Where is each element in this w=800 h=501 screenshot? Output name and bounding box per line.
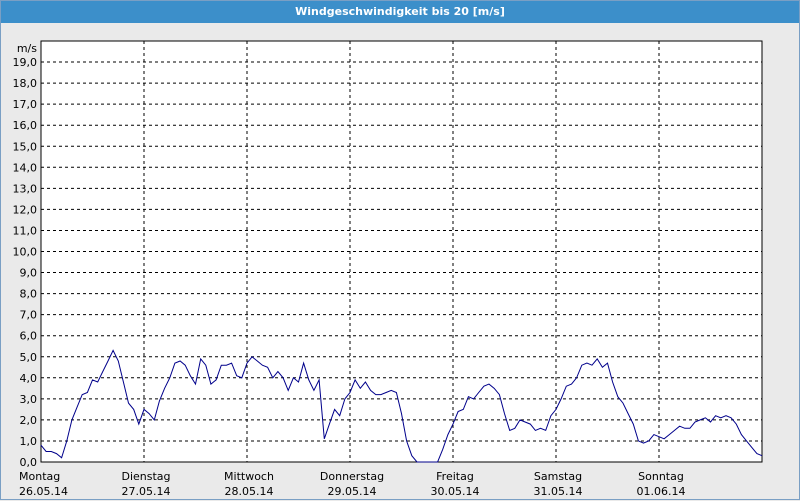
y-tick-label: 0,0 xyxy=(20,456,38,469)
x-tick-date: 31.05.14 xyxy=(534,485,583,498)
x-tick-date: 26.05.14 xyxy=(19,485,68,498)
y-tick-label: 8,0 xyxy=(20,288,38,301)
y-tick-label: 15,0 xyxy=(13,140,38,153)
y-tick-label: 1,0 xyxy=(20,435,38,448)
y-tick-label: 9,0 xyxy=(20,267,38,280)
x-tick-date: 28.05.14 xyxy=(225,485,274,498)
x-tick-day: Donnerstag xyxy=(320,470,384,483)
x-tick-date: 30.05.14 xyxy=(431,485,480,498)
y-tick-label: 2,0 xyxy=(20,414,38,427)
y-axis-unit-label: m/s xyxy=(17,42,37,55)
x-tick-date: 29.05.14 xyxy=(328,485,377,498)
y-axis: 0,0 1,0 2,0 3,0 4,0 5,0 6,0 7,0 8,0 9,0 10,0 11,0 12… xyxy=(13,56,38,469)
y-tick-label: 11,0 xyxy=(13,224,38,237)
y-tick-label: 19,0 xyxy=(13,56,38,69)
y-tick-label: 6,0 xyxy=(20,330,38,343)
x-tick-day: Freitag xyxy=(436,470,474,483)
x-tick-day: Montag xyxy=(19,470,60,483)
y-tick-label: 4,0 xyxy=(20,372,38,385)
window-title: Windgeschwindigkeit bis 20 [m/s] xyxy=(1,1,799,23)
y-tick-label: 12,0 xyxy=(13,203,38,216)
y-tick-label: 17,0 xyxy=(13,98,38,111)
x-tick-day: Mittwoch xyxy=(224,470,274,483)
x-tick-day: Samstag xyxy=(534,470,582,483)
grid-lines xyxy=(41,41,762,462)
y-tick-label: 16,0 xyxy=(13,119,38,132)
y-tick-label: 3,0 xyxy=(20,393,38,406)
wind-speed-line xyxy=(40,349,763,463)
x-tick-date: 01.06.14 xyxy=(637,485,686,498)
y-tick-label: 18,0 xyxy=(13,77,38,90)
y-tick-label: 14,0 xyxy=(13,161,38,174)
y-tick-label: 7,0 xyxy=(20,309,38,322)
y-tick-label: 5,0 xyxy=(20,351,38,364)
x-tick-day: Sonntag xyxy=(638,470,684,483)
x-axis: Montag 26.05.14 Dienstag 27.05.14 Mittwoch 28… xyxy=(19,470,685,498)
x-tick-day: Dienstag xyxy=(121,470,170,483)
y-tick-label: 13,0 xyxy=(13,182,38,195)
y-tick-label: 10,0 xyxy=(13,246,38,259)
x-tick-date: 27.05.14 xyxy=(122,485,171,498)
